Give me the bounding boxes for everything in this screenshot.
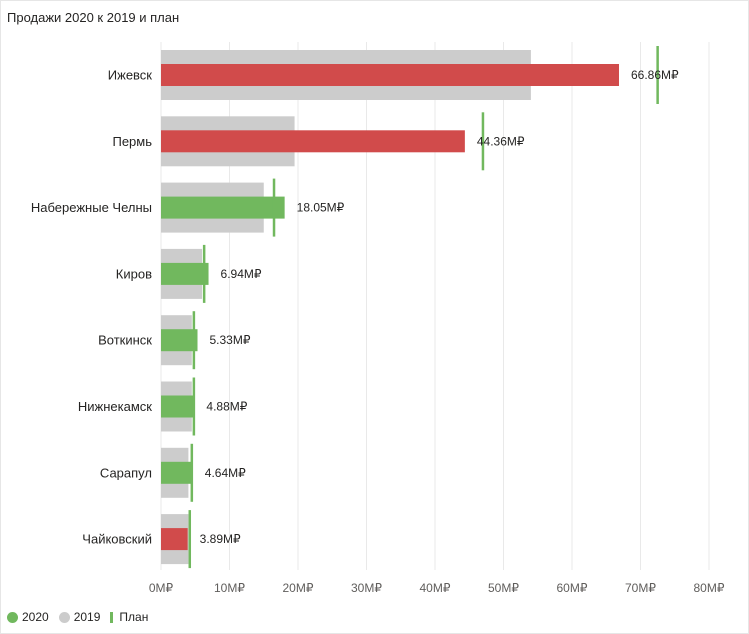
x-tick-label: 40М₽ xyxy=(420,581,451,595)
legend-swatch-2020 xyxy=(7,611,18,623)
data-label: 4.64М₽ xyxy=(205,466,246,480)
bar-2020 xyxy=(161,395,195,418)
category-label: Сарапул xyxy=(100,465,152,480)
category-label: Нижнекамск xyxy=(78,399,152,414)
category-label: Пермь xyxy=(112,134,152,149)
bar-2020 xyxy=(161,461,193,484)
category-label: Набережные Челны xyxy=(31,200,152,215)
category-label: Воткинск xyxy=(98,333,152,348)
data-label: 3.89М₽ xyxy=(200,532,241,546)
bar-2020 xyxy=(161,329,198,352)
x-tick-label: 20М₽ xyxy=(283,581,314,595)
x-tick-label: 30М₽ xyxy=(351,581,382,595)
legend-swatch-plan xyxy=(110,611,114,623)
legend-label-2020: 2020 xyxy=(22,610,49,624)
category-label: Чайковский xyxy=(82,532,152,547)
category-label: Киров xyxy=(116,266,152,281)
bar-2020 xyxy=(161,262,209,285)
bar-2020 xyxy=(161,528,188,551)
x-tick-label: 0М₽ xyxy=(149,581,174,595)
x-tick-label: 50М₽ xyxy=(488,581,519,595)
legend-item-2019[interactable]: 2019 xyxy=(58,610,101,624)
bar-2020 xyxy=(161,64,619,86)
data-label: 18.05М₽ xyxy=(297,201,345,215)
legend-item-plan[interactable]: План xyxy=(110,610,148,624)
category-label: Ижевск xyxy=(108,68,153,83)
data-label: 4.88М₽ xyxy=(206,400,247,414)
legend-item-2020[interactable]: 2020 xyxy=(7,610,49,624)
legend-label-plan: План xyxy=(119,610,149,624)
legend-swatch-2019 xyxy=(58,611,70,623)
data-label: 66.86М₽ xyxy=(631,68,679,82)
data-label: 6.94М₽ xyxy=(221,267,262,281)
data-label: 5.33М₽ xyxy=(210,333,251,347)
legend: 2020 2019 План xyxy=(7,610,158,624)
bar-2020 xyxy=(161,196,285,219)
x-tick-label: 10М₽ xyxy=(214,581,245,595)
x-tick-label: 80М₽ xyxy=(694,581,725,595)
data-label: 44.36М₽ xyxy=(477,134,525,148)
legend-label-2019: 2019 xyxy=(73,610,101,624)
x-tick-label: 70М₽ xyxy=(625,581,656,595)
x-tick-label: 60М₽ xyxy=(557,581,588,595)
bar-2020 xyxy=(161,130,465,153)
chart-title: Продажи 2020 к 2019 и план xyxy=(7,10,180,25)
